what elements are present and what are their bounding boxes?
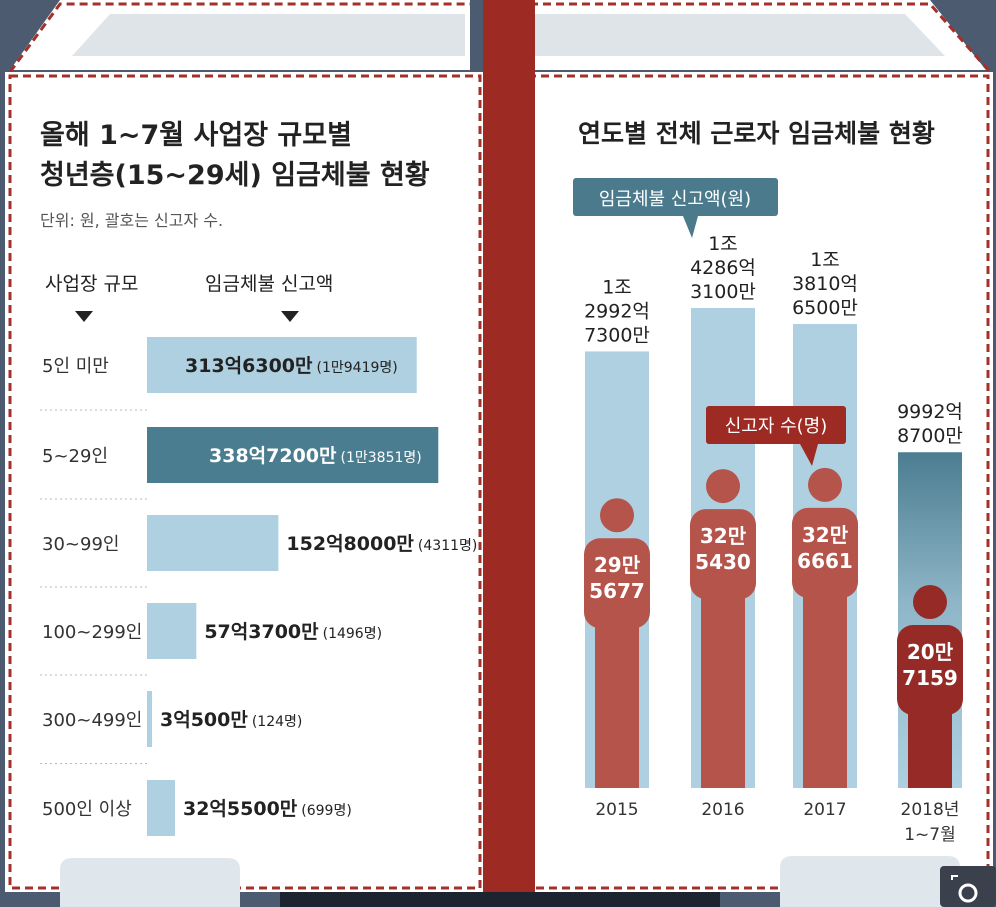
count-tag: 신고자 수(명) bbox=[706, 406, 846, 466]
size-bar bbox=[147, 337, 417, 393]
size-category-label: 5인 미만 bbox=[42, 356, 109, 377]
amount-value: 32억5500만 bbox=[183, 798, 298, 820]
size-category-label: 500인 이상 bbox=[42, 799, 132, 820]
reporter-count-label: 7159 bbox=[902, 666, 958, 690]
center-ribbon bbox=[483, 0, 535, 892]
person-head bbox=[913, 584, 947, 619]
reporter-count-label: 5677 bbox=[589, 579, 645, 603]
count-tag-label: 신고자 수(명) bbox=[725, 416, 828, 437]
year-label: 1~7월 bbox=[904, 825, 956, 845]
amount-label: 57억3700만 (1496명) bbox=[204, 621, 382, 643]
amount-label: 3억500만 (124명) bbox=[160, 709, 302, 731]
person-head bbox=[706, 469, 740, 504]
amount-value: 3억500만 bbox=[160, 709, 248, 731]
amount-label: 338억7200만 (1만3851명) bbox=[209, 445, 422, 467]
amount-label: 8700만 bbox=[897, 425, 963, 447]
reporter-count-label: 6661 bbox=[797, 549, 853, 573]
amount-label: 6500만 bbox=[792, 297, 858, 319]
reporter-count: (1496명) bbox=[323, 626, 382, 642]
reporter-count: (1만3851명) bbox=[341, 450, 422, 466]
amount-label: 152억8000만 (4311명) bbox=[286, 533, 477, 555]
amount-label: 4286억 bbox=[690, 257, 756, 279]
amount-value: 313억6300만 bbox=[185, 355, 313, 377]
amount-value: 338억7200만 bbox=[209, 445, 337, 467]
amount-label: 3810억 bbox=[792, 273, 858, 295]
amount-label: 7300만 bbox=[584, 324, 650, 346]
year-label: 2018년 bbox=[901, 800, 960, 820]
column-header-size: 사업장 규모 bbox=[45, 273, 138, 295]
size-category-label: 300~499인 bbox=[42, 710, 142, 731]
person-legs bbox=[908, 684, 952, 788]
size-bar bbox=[147, 691, 152, 747]
left-dashed-border bbox=[8, 74, 482, 890]
amount-label: 9992억 bbox=[897, 401, 963, 423]
size-category-label: 100~299인 bbox=[42, 622, 142, 643]
right-hand-decoration bbox=[780, 856, 960, 907]
amount-label: 32억5500만 (699명) bbox=[183, 798, 352, 820]
amount-label: 313억6300만 (1만9419명) bbox=[185, 355, 398, 377]
person-legs bbox=[803, 567, 847, 788]
person-head bbox=[808, 467, 842, 502]
size-bar bbox=[147, 780, 175, 836]
year-label: 2015 bbox=[595, 800, 638, 820]
size-bar-chart: 5인 미만 313억6300만 (1만9419명)5~29인 338억7200만 (1만… bbox=[40, 337, 477, 836]
reporter-count: (124명) bbox=[252, 714, 303, 730]
size-category-label: 5~29인 bbox=[42, 446, 108, 467]
left-title-line1: 올해 1~7월 사업장 규모별 bbox=[40, 120, 352, 151]
left-title-line2: 청년층(15~29세) 임금체불 현황 bbox=[40, 160, 430, 191]
amount-value: 57억3700만 bbox=[204, 621, 319, 643]
right-title: 연도별 전체 근로자 임금체불 현황 bbox=[578, 119, 935, 148]
unit-note: 단위: 원, 괄호는 신고자 수. bbox=[40, 211, 223, 230]
reporter-count-label: 20만 bbox=[907, 640, 954, 664]
amount-label: 3100만 bbox=[690, 281, 756, 303]
amount-label: 1조 bbox=[810, 249, 840, 271]
down-arrow-icon bbox=[75, 311, 93, 322]
person-legs bbox=[595, 598, 639, 788]
size-bar bbox=[147, 427, 439, 483]
amount-label: 1조 bbox=[708, 233, 738, 255]
reporter-count: (1만9419명) bbox=[317, 360, 398, 376]
year-label: 2016 bbox=[701, 800, 744, 820]
person-legs bbox=[701, 569, 745, 788]
size-category-label: 30~99인 bbox=[42, 534, 119, 555]
size-bar bbox=[147, 515, 279, 571]
reporter-count: (4311명) bbox=[418, 538, 477, 554]
amount-label: 1조 bbox=[602, 276, 632, 298]
left-hand-decoration bbox=[60, 858, 240, 907]
amount-tag: 임금체불 신고액(원) bbox=[573, 178, 778, 238]
reporter-count: (699명) bbox=[301, 803, 352, 819]
column-header-amount: 임금체불 신고액 bbox=[205, 273, 333, 295]
down-arrow-icon bbox=[281, 311, 299, 322]
amount-value: 152억8000만 bbox=[286, 533, 414, 555]
yearly-chart: 1조2992억7300만201529만56771조4286억3100만20163… bbox=[584, 233, 963, 845]
person-head bbox=[600, 498, 634, 533]
year-label: 2017 bbox=[803, 800, 846, 820]
amount-label: 2992억 bbox=[584, 300, 650, 322]
reporter-count-label: 32만 bbox=[700, 524, 747, 548]
reporter-count-label: 5430 bbox=[695, 550, 751, 574]
amount-tag-label: 임금체불 신고액(원) bbox=[599, 189, 751, 210]
reporter-count-label: 29만 bbox=[594, 553, 641, 577]
size-bar bbox=[147, 603, 197, 659]
reporter-count-label: 32만 bbox=[802, 523, 849, 547]
